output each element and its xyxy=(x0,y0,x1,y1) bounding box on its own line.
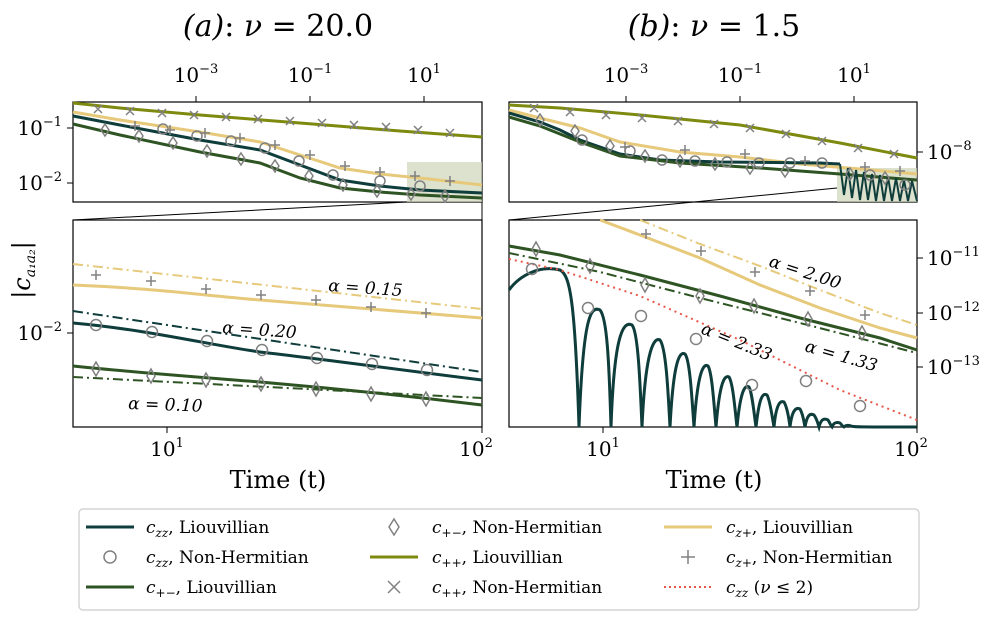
b-bot-c-zp xyxy=(599,218,918,340)
svg-text:10−11: 10−11 xyxy=(927,245,980,270)
b-fit-133 xyxy=(508,252,918,354)
svg-text:c+−, Liouvillian: c+−, Liouvillian xyxy=(146,578,277,600)
a-bot-c-zp xyxy=(72,283,483,320)
svg-text:c++, Non-Hermitian: c++, Non-Hermitian xyxy=(432,578,602,600)
a-bot-c-pm xyxy=(72,364,483,407)
svg-text:10−2: 10−2 xyxy=(17,320,62,345)
svg-text:10−3: 10−3 xyxy=(174,62,219,87)
svg-text:10−12: 10−12 xyxy=(927,300,980,325)
panel-b-bottom-curves xyxy=(507,218,918,433)
svg-text:101: 101 xyxy=(586,436,620,461)
zoom-connector-b-left xyxy=(508,187,838,221)
svg-text:10−2: 10−2 xyxy=(17,170,62,195)
svg-text:α = 0.15: α = 0.15 xyxy=(328,276,404,301)
svg-text:101: 101 xyxy=(150,436,184,461)
svg-text:102: 102 xyxy=(459,436,493,461)
svg-text:101: 101 xyxy=(407,62,441,87)
svg-text:czz (ν ≤ 2): czz (ν ≤ 2) xyxy=(726,578,813,600)
svg-text:10−3: 10−3 xyxy=(604,62,649,87)
b-bot-c-zz xyxy=(507,267,918,433)
panel-a-top-markers xyxy=(93,104,455,204)
top-x-ticks-b: 10−3 10−1 101 xyxy=(604,62,871,87)
b-fit-200 xyxy=(639,219,918,326)
panel-b-top-markers xyxy=(529,103,911,191)
a-fit-020 xyxy=(72,310,483,373)
svg-text:c++, Liouvillian: c++, Liouvillian xyxy=(432,548,563,570)
top-x-ticks-a: 10−3 10−1 101 xyxy=(174,62,441,87)
legend-box xyxy=(78,508,920,611)
ylabel: |ca₁a₂| xyxy=(8,241,39,299)
svg-text:α = 2.00: α = 2.00 xyxy=(766,252,843,294)
svg-text:10−1: 10−1 xyxy=(288,62,333,87)
a-top-c-zp xyxy=(72,110,483,187)
panel-a-top xyxy=(72,101,483,203)
y-ticks: 10−1 10−2 10−2 10−8 10−11 10−12 10−13 xyxy=(17,115,980,379)
b-bot-c-zz-dotted xyxy=(508,258,918,421)
svg-text:10−1: 10−1 xyxy=(17,115,62,140)
svg-text:czz, Non-Hermitian: czz, Non-Hermitian xyxy=(146,548,309,570)
a-top-c-pp xyxy=(72,101,483,139)
legend: czz, Liouvillian czz, Non-Hermitian c+−,… xyxy=(86,517,893,600)
title-a: (a): ν = 20.0 xyxy=(183,9,373,44)
svg-text:c+−, Non-Hermitian: c+−, Non-Hermitian xyxy=(432,518,602,540)
xlabel-b: Time (t) xyxy=(666,466,763,494)
b-top-c-zz-osc xyxy=(839,163,918,202)
xlabel-a: Time (t) xyxy=(230,466,327,494)
svg-text:10−1: 10−1 xyxy=(718,62,763,87)
svg-text:czz, Liouvillian: czz, Liouvillian xyxy=(146,518,269,540)
panel-a-bottom-curves xyxy=(72,283,483,407)
title-b: (b): ν = 1.5 xyxy=(628,9,800,44)
svg-text:102: 102 xyxy=(894,436,928,461)
svg-text:α = 0.10: α = 0.10 xyxy=(128,394,203,417)
b-bot-c-pm xyxy=(508,244,918,352)
bottom-x-ticks: 101 102 101 102 xyxy=(150,436,928,461)
top-tickmarks xyxy=(67,96,923,184)
svg-text:α = 1.33: α = 1.33 xyxy=(803,337,880,377)
svg-text:cz+, Liouvillian: cz+, Liouvillian xyxy=(726,518,853,540)
b-top-c-pm xyxy=(508,115,918,182)
panel-a-bottom-markers xyxy=(89,270,434,408)
a-fit-015 xyxy=(72,263,483,310)
svg-text:α = 2.33: α = 2.33 xyxy=(698,319,774,365)
panel-b-bottom-markers xyxy=(525,229,870,413)
panel-b-bottom xyxy=(508,219,918,428)
bottom-tickmarks xyxy=(67,257,923,433)
panel-b-top-curves xyxy=(508,103,918,202)
svg-text:α = 0.20: α = 0.20 xyxy=(222,318,298,343)
b-top-c-zz xyxy=(508,111,841,166)
a-fit-010 xyxy=(72,376,483,399)
svg-text:10−8: 10−8 xyxy=(927,139,972,164)
svg-text:101: 101 xyxy=(837,62,871,87)
a-top-c-zz xyxy=(72,114,483,195)
panel-a-annotations: α = 0.15 α = 0.20 α = 0.10 xyxy=(128,276,403,417)
svg-text:10−13: 10−13 xyxy=(927,354,980,379)
a-bot-c-zz xyxy=(72,321,483,382)
panel-a-bottom-fits xyxy=(72,263,483,399)
svg-text:cz+, Non-Hermitian: cz+, Non-Hermitian xyxy=(726,548,893,570)
zoom-connector-a-left xyxy=(72,201,408,221)
b-top-c-pp xyxy=(508,103,918,160)
